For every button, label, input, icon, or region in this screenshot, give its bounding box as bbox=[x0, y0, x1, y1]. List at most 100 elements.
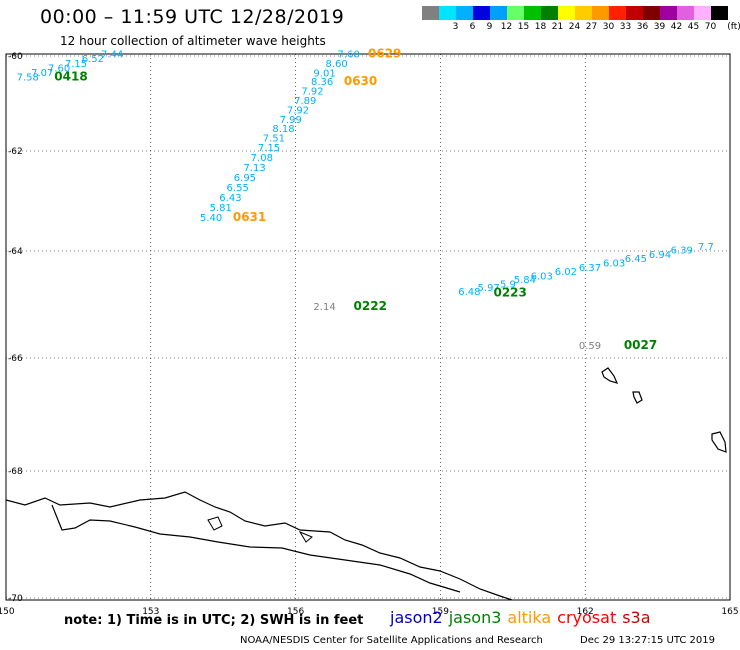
lon-tick-label: 159 bbox=[432, 607, 449, 617]
wave-height-label: 6.03 bbox=[531, 271, 553, 282]
wave-height-label: 7.7 bbox=[698, 242, 714, 253]
scale-swatch bbox=[473, 6, 490, 20]
scale-label: 36 bbox=[636, 22, 649, 32]
lat-tick-label: -62 bbox=[8, 147, 23, 157]
scale-swatch bbox=[541, 6, 558, 20]
wave-height-label: 6.95 bbox=[234, 173, 256, 184]
scale-label: 21 bbox=[551, 22, 564, 32]
wave-height-label: 7.15 bbox=[258, 143, 280, 154]
scale-label: 70 bbox=[704, 22, 717, 32]
wave-height-label: 8.18 bbox=[272, 124, 294, 135]
footnote: note: 1) Time is in UTC; 2) SWH is in fe… bbox=[64, 613, 364, 628]
lat-tick-label: -66 bbox=[8, 354, 23, 364]
wave-height-label: 7.51 bbox=[263, 134, 285, 145]
pass-time-label: 0629 bbox=[368, 46, 401, 60]
scale-label: 27 bbox=[585, 22, 598, 32]
wave-height-label: 6.37 bbox=[579, 263, 601, 274]
scale-swatch bbox=[677, 6, 694, 20]
scale-swatch bbox=[490, 6, 507, 20]
wave-height-label: 6.03 bbox=[603, 259, 625, 270]
wave-height-label: 6.39 bbox=[671, 246, 693, 257]
lat-tick-label: -64 bbox=[8, 247, 23, 257]
wave-height-label: 7.99 bbox=[280, 115, 302, 126]
altimeter-tracks: 7.587.077.607.156.527.4404187.608.609.01… bbox=[17, 46, 714, 351]
pass-time-label: 0418 bbox=[54, 70, 87, 84]
grid: 150 153 156 159 162 165 -60 -62 -64 -66 -68 -70 bbox=[0, 52, 739, 617]
legend-s3a: s3a bbox=[622, 608, 651, 627]
wave-height-label: 7.08 bbox=[251, 153, 273, 164]
legend-altika: altika bbox=[507, 608, 552, 627]
scale-swatch bbox=[439, 6, 456, 20]
page-title: 00:00 – 11:59 UTC 12/28/2019 bbox=[40, 6, 345, 28]
scale-swatch bbox=[422, 6, 439, 20]
scale-label: 18 bbox=[534, 22, 547, 32]
pass-time-label: 0223 bbox=[493, 285, 526, 299]
scale-swatch bbox=[507, 6, 524, 20]
lon-tick-label: 156 bbox=[287, 607, 304, 617]
wave-height-label: 7.07 bbox=[31, 68, 53, 79]
map-frame bbox=[5, 53, 731, 601]
legend-jason3: jason3 bbox=[448, 608, 502, 627]
timestamp: Dec 29 13:27:15 UTC 2019 bbox=[580, 635, 715, 646]
wave-height-label: 5.84 bbox=[514, 275, 536, 286]
satellite-legend: jason2 jason3 altika cryosat s3a bbox=[390, 608, 657, 627]
scale-swatch bbox=[558, 6, 575, 20]
scale-swatch bbox=[626, 6, 643, 20]
wave-height-label: 7.89 bbox=[294, 96, 316, 107]
wave-height-label: 6.43 bbox=[219, 193, 241, 204]
scale-label: 15 bbox=[517, 22, 530, 32]
credit-line: NOAA/NESDIS Center for Satellite Applica… bbox=[240, 635, 543, 646]
wave-height-label: 6.45 bbox=[625, 254, 647, 265]
scale-label: 39 bbox=[653, 22, 666, 32]
scale-label: 33 bbox=[619, 22, 632, 32]
wave-height-label: 6.94 bbox=[649, 250, 671, 261]
scale-swatch bbox=[456, 6, 473, 20]
pass-time-label: 0631 bbox=[233, 210, 266, 224]
wave-height-label: 7.60 bbox=[338, 49, 360, 60]
scale-swatch bbox=[592, 6, 609, 20]
wave-height-label: 7.92 bbox=[301, 86, 323, 97]
legend-cryosat: cryosat bbox=[557, 608, 617, 627]
wave-height-label: 6.02 bbox=[555, 267, 577, 278]
wave-height-label: 6.55 bbox=[227, 183, 249, 194]
wave-height-label: 5.81 bbox=[210, 203, 232, 214]
pass-time-label: 0222 bbox=[354, 299, 387, 313]
wave-height-label: 0.59 bbox=[579, 341, 601, 352]
lon-tick-label: 150 bbox=[0, 607, 15, 617]
scale-label: 45 bbox=[687, 22, 700, 32]
scale-swatch bbox=[694, 6, 711, 20]
lon-tick-label: 162 bbox=[577, 607, 594, 617]
pass-time-label: 0027 bbox=[624, 338, 657, 352]
page-subtitle: 12 hour collection of altimeter wave hei… bbox=[60, 34, 326, 48]
coastline bbox=[5, 367, 727, 601]
scale-label: 9 bbox=[486, 22, 493, 32]
scale-swatch bbox=[711, 6, 728, 20]
wave-height-label: 6.52 bbox=[82, 54, 104, 65]
scale-swatch bbox=[643, 6, 660, 20]
scale-swatch bbox=[575, 6, 592, 20]
wave-height-label: 5.9 bbox=[500, 279, 516, 290]
wave-height-label: 7.58 bbox=[17, 73, 39, 84]
wave-height-label: 5.97 bbox=[478, 283, 500, 294]
wave-height-label: 7.15 bbox=[65, 59, 87, 70]
pass-time-label: 0630 bbox=[344, 74, 377, 88]
lat-tick-label: -70 bbox=[8, 594, 23, 604]
wave-height-label: 5.40 bbox=[200, 213, 222, 224]
wave-height-label: 7.13 bbox=[243, 163, 265, 174]
scale-label: 6 bbox=[469, 22, 476, 32]
lon-tick-label: 153 bbox=[142, 607, 159, 617]
scale-label: 12 bbox=[500, 22, 513, 32]
scale-swatch bbox=[524, 6, 541, 20]
scale-label: 3 bbox=[452, 22, 459, 32]
wave-height-label: 9.01 bbox=[313, 68, 335, 79]
lat-tick-label: -60 bbox=[8, 52, 23, 62]
scale-unit: (ft) bbox=[727, 22, 740, 32]
scale-label: 24 bbox=[568, 22, 581, 32]
scale-label: 42 bbox=[670, 22, 683, 32]
legend-jason2: jason2 bbox=[390, 608, 443, 627]
wave-height-label: 7.44 bbox=[101, 49, 123, 60]
lat-tick-label: -68 bbox=[8, 467, 23, 477]
wave-height-label: 8.36 bbox=[311, 77, 333, 88]
wave-height-label: 8.60 bbox=[325, 59, 347, 70]
